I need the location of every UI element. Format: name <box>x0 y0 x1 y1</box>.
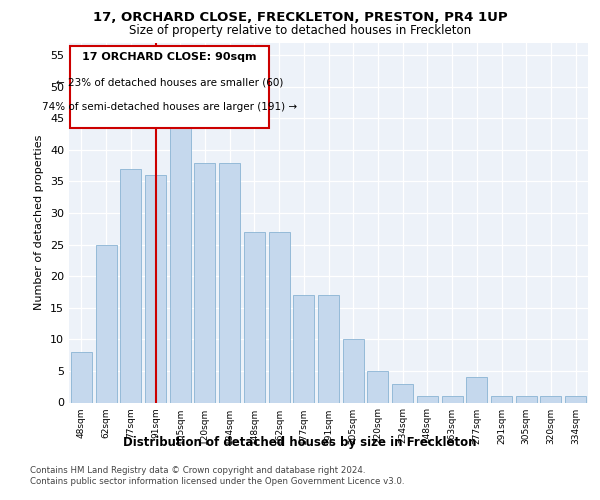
Bar <box>194 162 215 402</box>
Bar <box>95 244 116 402</box>
Bar <box>367 371 388 402</box>
Bar <box>120 169 141 402</box>
Bar <box>491 396 512 402</box>
Bar <box>170 124 191 402</box>
FancyBboxPatch shape <box>70 46 269 128</box>
Text: ← 23% of detached houses are smaller (60): ← 23% of detached houses are smaller (60… <box>56 77 283 87</box>
Text: 17, ORCHARD CLOSE, FRECKLETON, PRESTON, PR4 1UP: 17, ORCHARD CLOSE, FRECKLETON, PRESTON, … <box>92 11 508 24</box>
Bar <box>71 352 92 403</box>
Bar <box>516 396 537 402</box>
Bar <box>269 232 290 402</box>
Text: Size of property relative to detached houses in Freckleton: Size of property relative to detached ho… <box>129 24 471 37</box>
Text: 74% of semi-detached houses are larger (191) →: 74% of semi-detached houses are larger (… <box>42 102 297 113</box>
Bar <box>565 396 586 402</box>
Text: Contains public sector information licensed under the Open Government Licence v3: Contains public sector information licen… <box>30 477 404 486</box>
Bar <box>442 396 463 402</box>
Text: Distribution of detached houses by size in Freckleton: Distribution of detached houses by size … <box>123 436 477 449</box>
Y-axis label: Number of detached properties: Number of detached properties <box>34 135 44 310</box>
Bar <box>293 295 314 403</box>
Bar <box>541 396 562 402</box>
Bar <box>145 175 166 402</box>
Bar <box>343 340 364 402</box>
Text: Contains HM Land Registry data © Crown copyright and database right 2024.: Contains HM Land Registry data © Crown c… <box>30 466 365 475</box>
Bar <box>244 232 265 402</box>
Bar <box>466 377 487 402</box>
Text: 17 ORCHARD CLOSE: 90sqm: 17 ORCHARD CLOSE: 90sqm <box>82 52 257 62</box>
Bar <box>392 384 413 402</box>
Bar <box>417 396 438 402</box>
Bar <box>219 162 240 402</box>
Bar <box>318 295 339 403</box>
